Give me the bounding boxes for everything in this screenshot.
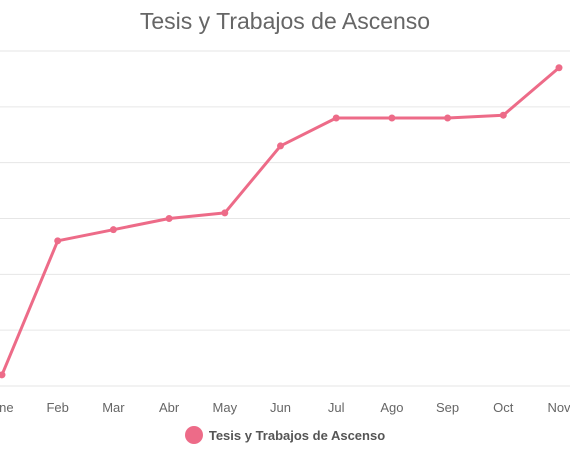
series-line-group: [0, 66, 560, 376]
chart-title: Tesis y Trabajos de Ascenso: [139, 8, 431, 34]
x-tick-label: Sep: [436, 400, 459, 415]
series-points: [0, 64, 563, 379]
x-tick-label: Ago: [380, 400, 403, 415]
data-point[interactable]: [444, 114, 452, 122]
x-tick-label: May: [213, 400, 238, 415]
x-tick-label: Feb: [46, 400, 68, 415]
gridlines: [0, 50, 570, 387]
x-tick-label: Oct: [493, 400, 514, 415]
data-point[interactable]: [109, 226, 117, 234]
legend[interactable]: Tesis y Trabajos de Ascenso: [0, 426, 570, 444]
legend-label: Tesis y Trabajos de Ascenso: [208, 427, 386, 443]
x-tick-label: Jul: [328, 400, 345, 415]
data-point[interactable]: [388, 114, 396, 122]
data-point[interactable]: [221, 209, 229, 217]
data-point[interactable]: [555, 64, 563, 72]
data-point[interactable]: [165, 215, 173, 222]
x-tick-label: Abr: [159, 400, 180, 415]
data-point[interactable]: [332, 114, 340, 122]
x-tick-label: Nov: [547, 400, 570, 415]
data-point[interactable]: [54, 237, 62, 245]
x-axis-ticks: Ene Feb Mar Abr May Jun Jul Ago Sep Oct Nov: [0, 400, 570, 415]
series-line: [0, 66, 560, 376]
data-point[interactable]: [277, 142, 284, 150]
x-tick-label: Mar: [102, 400, 125, 415]
data-point[interactable]: [499, 111, 507, 119]
x-tick-label: Ene: [0, 400, 14, 415]
legend-swatch: [184, 426, 203, 444]
data-point[interactable]: [0, 371, 6, 379]
x-tick-label: Jun: [270, 400, 291, 415]
